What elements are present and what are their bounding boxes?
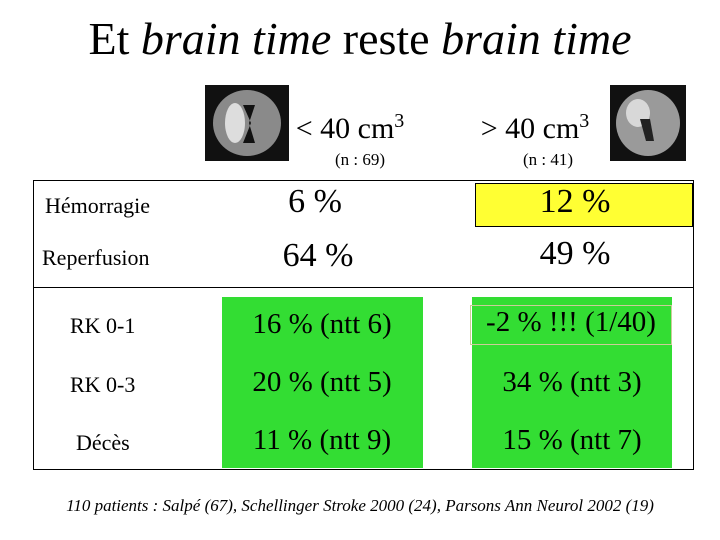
column-sub: (n : 41)	[522, 150, 574, 169]
cell: 34 % (ntt 3)	[502, 366, 642, 398]
row-label: Reperfusion	[42, 245, 150, 270]
column-label: > 40 cm	[480, 112, 580, 145]
column-sup: 3	[394, 110, 405, 132]
brain-scan	[610, 85, 686, 161]
title-part: brain time	[140, 13, 332, 64]
cell: 6 %	[288, 183, 342, 220]
cell: 12 %	[539, 183, 611, 220]
title: Et brain time reste brain time	[0, 12, 720, 65]
highlight	[475, 183, 693, 227]
row-label: RK 0-1	[70, 313, 136, 338]
cell: 16 % (ntt 6)	[252, 308, 392, 340]
cell: 15 % (ntt 7)	[502, 424, 642, 456]
brain-scan	[205, 85, 289, 161]
table-frame	[33, 180, 694, 470]
row-label: RK 0-3	[70, 372, 136, 397]
title-part: brain time	[441, 13, 632, 64]
row-label: Décès	[76, 430, 130, 455]
divider	[33, 287, 694, 288]
cell: 64 %	[282, 237, 354, 274]
title-part: reste	[331, 13, 442, 64]
cell: -2 % !!! (1/40)	[486, 306, 656, 338]
cell: 11 % (ntt 9)	[252, 424, 392, 456]
footer: 110 patients : Salpé (67), Schellinger S…	[66, 496, 654, 515]
title-part: Et	[88, 13, 141, 64]
column-sup: 3	[579, 110, 590, 132]
column-header: > 40 cm3	[435, 110, 635, 146]
cell: 49 %	[539, 235, 611, 272]
column-sub: (n : 69)	[334, 150, 386, 169]
cell: 20 % (ntt 5)	[252, 366, 392, 398]
column-label: < 40 cm	[295, 112, 395, 145]
cell-border	[470, 305, 672, 345]
column-header: < 40 cm3	[250, 110, 450, 146]
row-label: Hémorragie	[45, 193, 151, 218]
green-cell	[472, 297, 672, 468]
green-cell	[222, 297, 423, 468]
